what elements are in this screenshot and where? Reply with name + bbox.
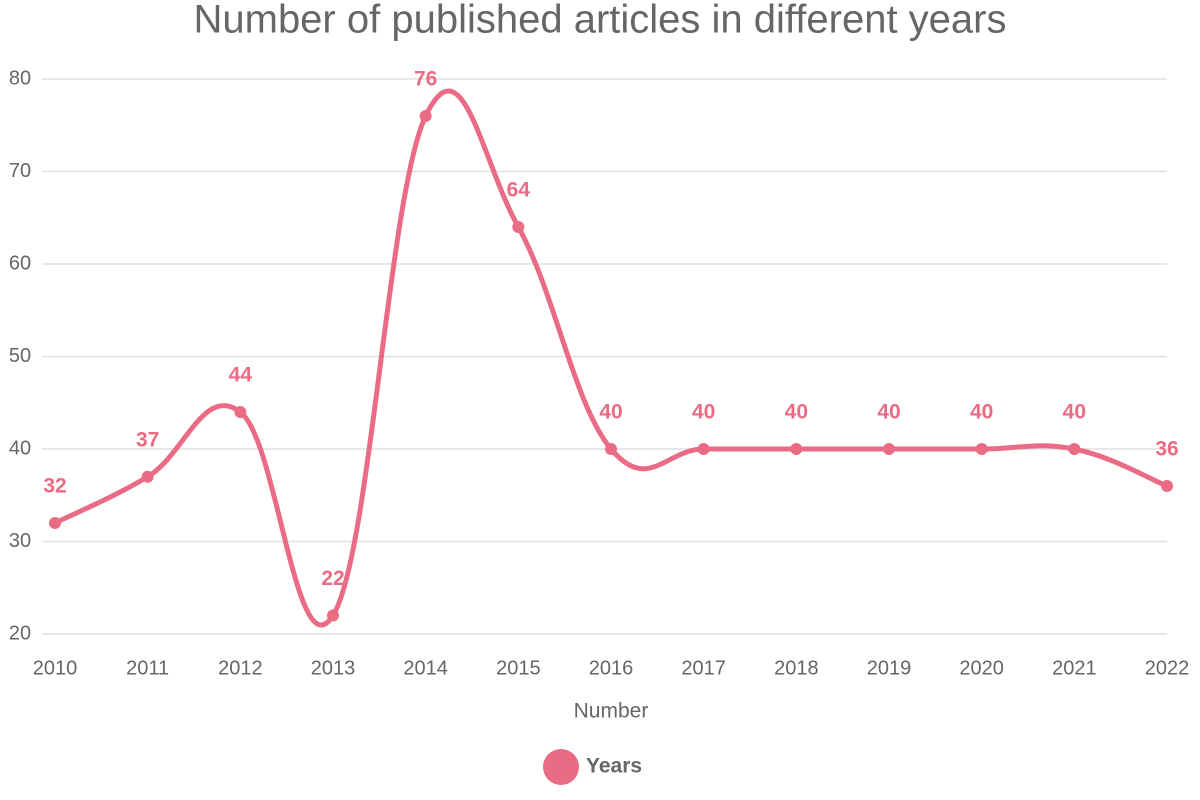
point	[327, 609, 339, 622]
x-tick-label: 2022	[1145, 657, 1190, 679]
data-label: 37	[136, 428, 159, 451]
y-tick-label: 80	[9, 67, 31, 89]
x-tick-label: 2021	[1052, 657, 1097, 679]
legend-label: Years	[586, 755, 642, 778]
point	[234, 406, 247, 418]
x-tick-label: 2013	[311, 657, 356, 679]
point	[419, 110, 432, 122]
point	[790, 443, 803, 455]
data-label: 40	[599, 401, 622, 424]
chart-title: Number of published articles in differen…	[193, 0, 1006, 42]
point	[605, 443, 617, 455]
data-label: 44	[229, 364, 253, 387]
point	[49, 517, 61, 529]
x-tick-label: 2010	[33, 657, 78, 679]
data-label: 76	[414, 68, 437, 91]
x-tick-label: 2019	[867, 657, 912, 679]
y-tick-label: 30	[9, 530, 31, 552]
x-tick-label: 2020	[959, 657, 1004, 679]
x-tick-label: 2018	[774, 657, 819, 679]
point	[883, 443, 895, 455]
y-tick-label: 50	[9, 345, 31, 367]
x-tick-label: 2014	[403, 657, 448, 679]
x-axis-title: Number	[574, 700, 649, 723]
y-tick-label: 60	[9, 252, 31, 274]
data-label: 40	[1063, 401, 1086, 424]
data-label: 32	[43, 475, 66, 498]
point	[697, 443, 710, 455]
x-tick-label: 2012	[218, 657, 263, 679]
point	[1068, 443, 1081, 455]
x-tick-label: 2017	[681, 657, 726, 679]
x-tick-label: 2015	[496, 657, 541, 679]
point	[512, 221, 525, 233]
data-label: 64	[507, 179, 531, 202]
y-tick-label: 20	[9, 622, 31, 644]
y-tick-label: 70	[9, 160, 31, 182]
data-label: 40	[785, 401, 808, 424]
data-label: 40	[970, 401, 993, 424]
point	[975, 443, 988, 455]
x-tick-label: 2011	[126, 657, 169, 679]
point	[141, 470, 154, 483]
data-label: 40	[877, 401, 900, 424]
data-label: 22	[321, 567, 344, 590]
data-label: 40	[692, 401, 715, 424]
data-label: 36	[1155, 438, 1178, 461]
x-tick-label: 2016	[589, 657, 634, 679]
point	[1161, 480, 1173, 492]
legend-swatch	[543, 749, 579, 785]
y-tick-label: 40	[9, 437, 31, 459]
